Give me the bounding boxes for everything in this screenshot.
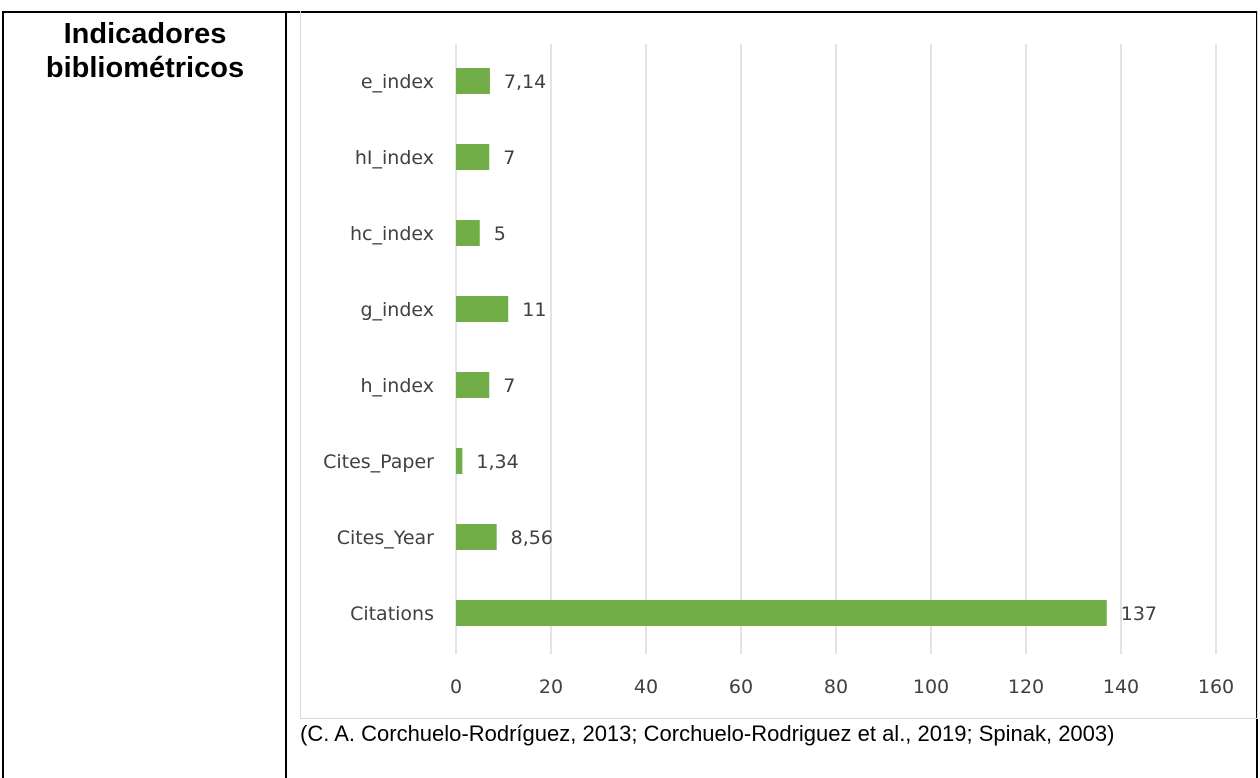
bar	[456, 372, 490, 398]
bar	[456, 600, 1107, 626]
x-tick-label: 20	[539, 676, 563, 698]
data-label: 5	[494, 223, 506, 245]
bar	[456, 68, 490, 94]
category-label: Cites_Year	[337, 527, 434, 549]
category-label: Citations	[350, 603, 434, 625]
bar	[456, 448, 463, 474]
bar	[456, 296, 509, 322]
bar	[456, 220, 480, 246]
bar	[456, 144, 490, 170]
category-label: h_index	[360, 375, 434, 397]
data-label: 7,14	[504, 71, 546, 93]
x-tick-label: 160	[1198, 676, 1234, 698]
source-caption: (C. A. Corchuelo-Rodríguez, 2013; Corchu…	[300, 721, 1115, 746]
x-tick-label: 0	[450, 676, 462, 698]
x-tick-label: 60	[729, 676, 753, 698]
data-label: 11	[522, 299, 546, 321]
x-tick-label: 80	[824, 676, 848, 698]
category-label: Cites_Paper	[323, 451, 434, 473]
category-label: hI_index	[355, 147, 434, 169]
category-label: hc_index	[350, 223, 434, 245]
x-tick-label: 100	[913, 676, 949, 698]
category-label: e_index	[361, 71, 434, 93]
column-divider	[285, 11, 287, 778]
x-tick-label: 120	[1008, 676, 1044, 698]
data-label: 8,56	[511, 527, 553, 549]
data-label: 7	[503, 147, 515, 169]
x-tick-label: 140	[1103, 676, 1139, 698]
data-label: 137	[1121, 603, 1157, 625]
x-tick-label: 40	[634, 676, 658, 698]
data-label: 7	[503, 375, 515, 397]
category-label: g_index	[360, 299, 434, 321]
bar	[456, 524, 497, 550]
row-title: Indicadores bibliométricos	[45, 18, 245, 84]
chart-frame	[300, 11, 1258, 719]
data-label: 1,34	[476, 451, 518, 473]
